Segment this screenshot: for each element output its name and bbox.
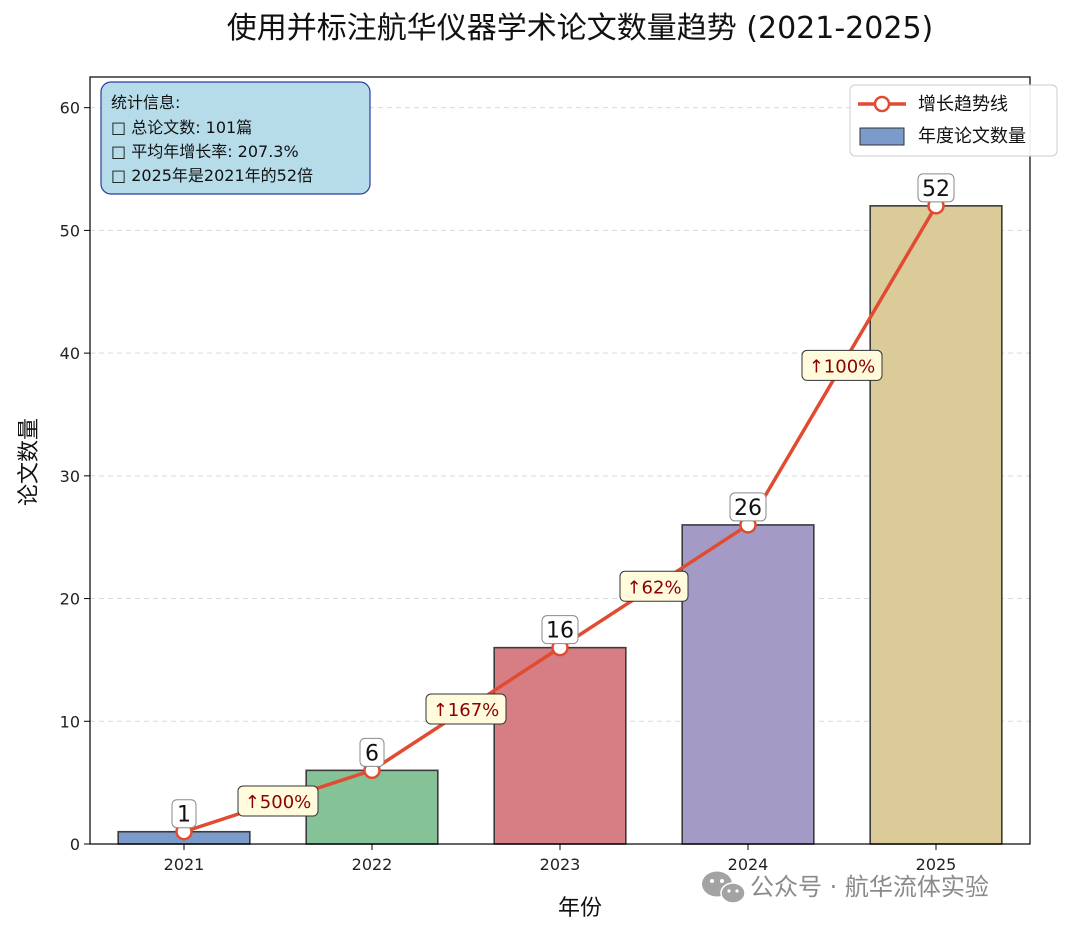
legend-bar-swatch [859, 127, 905, 146]
growth-label: ↑500% [245, 792, 312, 813]
value-label-box [917, 173, 955, 203]
y-tick-label: 0 [70, 835, 80, 854]
x-tick-label: 2022 [352, 855, 393, 874]
value-label-box [729, 492, 767, 522]
value-label: 1 [177, 803, 191, 828]
y-tick-label: 30 [60, 467, 80, 486]
stats-box-title: 统计信息: [111, 93, 180, 112]
growth-label-box [801, 349, 883, 381]
watermark-text: 公众号 · 航华流体实验 [750, 873, 989, 901]
stats-box-line: □ 2025年是2021年的52倍 [111, 166, 313, 185]
x-tick-label: 2023 [540, 855, 581, 874]
growth-labels: ↑500% ↑167% ↑62% ↑100% [237, 349, 883, 817]
growth-label-box [619, 570, 689, 602]
legend: 增长趋势线 年度论文数量 [849, 84, 1058, 157]
bars [117, 205, 1003, 845]
y-tick-label: 40 [60, 344, 80, 363]
y-tick-label: 50 [60, 221, 80, 240]
stats-box-background [100, 81, 371, 195]
x-tick-label: 2024 [728, 855, 769, 874]
legend-entry-bars: 年度论文数量 [918, 126, 1026, 147]
growth-label: ↑167% [433, 700, 500, 721]
growth-label-box [425, 693, 507, 725]
value-label: 16 [546, 619, 574, 644]
value-label-box [359, 737, 385, 767]
bar [305, 769, 439, 845]
stats-box-line: □ 平均年增长率: 207.3% [111, 142, 299, 161]
stats-box-line: □ 总论文数: 101篇 [111, 118, 252, 137]
growth-label: ↑100% [809, 356, 876, 377]
bar [493, 646, 627, 845]
growth-label: ↑62% [626, 577, 681, 598]
legend-entry-trend: 增长趋势线 [918, 94, 1008, 115]
y-tick-label: 10 [60, 712, 80, 731]
watermark: 公众号 · 航华流体实验 [702, 871, 989, 904]
value-label-box [541, 615, 579, 645]
y-tick-label: 60 [60, 99, 80, 118]
bar [681, 524, 815, 845]
x-tick-label: 2021 [164, 855, 205, 874]
value-label: 26 [734, 496, 762, 521]
bar [869, 205, 1003, 845]
x-axis: 2021 2022 2023 2024 2025 [164, 844, 957, 874]
chart-title: 使用并标注航华仪器学术论文数量趋势 (2021-2025) [227, 11, 933, 46]
growth-label-box [237, 785, 319, 817]
stats-info-box: 统计信息: □ 总论文数: 101篇 □ 平均年增长率: 207.3% □ 20… [100, 81, 371, 195]
legend-marker [873, 95, 891, 113]
value-label: 6 [365, 741, 379, 766]
x-tick-label: 2025 [916, 855, 957, 874]
y-tick-label: 20 [60, 590, 80, 609]
wechat-icon [702, 871, 746, 904]
x-axis-label: 年份 [558, 896, 602, 921]
value-label: 52 [922, 177, 950, 202]
y-axis: 0 10 20 30 40 50 60 [60, 99, 90, 854]
value-label-box [171, 799, 197, 829]
y-axis-label: 论文数量 [17, 418, 42, 506]
